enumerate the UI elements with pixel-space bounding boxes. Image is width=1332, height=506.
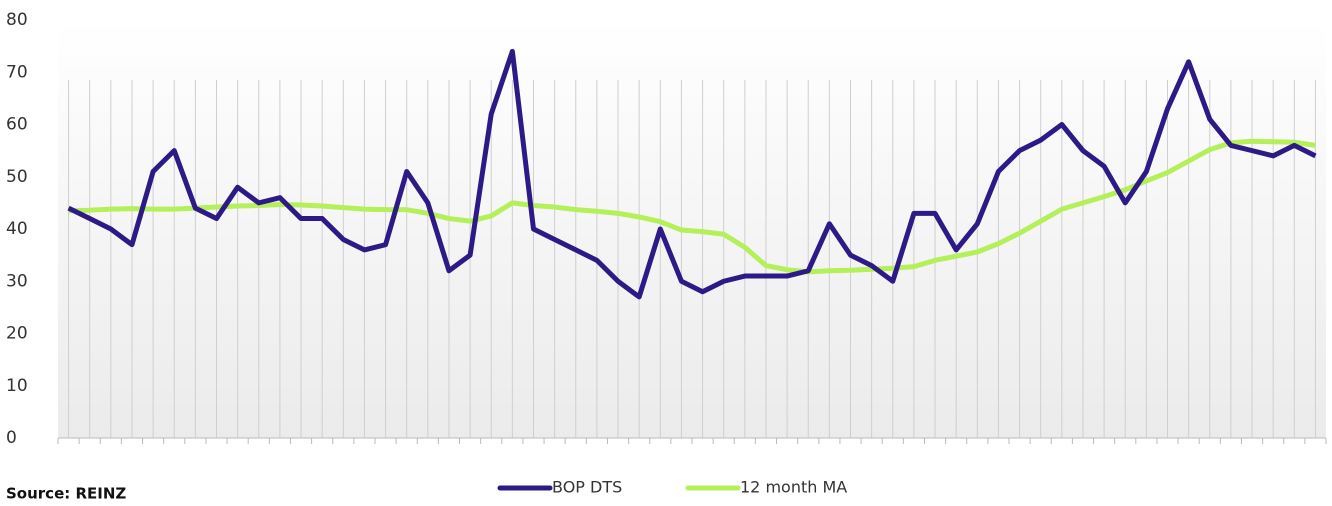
y-tick-label: 60 bbox=[6, 115, 28, 135]
y-tick-label: 10 bbox=[6, 376, 28, 396]
series-line bbox=[68, 138, 1316, 275]
source: Source: REINZ bbox=[6, 485, 126, 503]
y-tick-label: 50 bbox=[6, 167, 28, 187]
y-tick-label: 20 bbox=[6, 324, 28, 344]
y-tick-label: 80 bbox=[6, 10, 28, 30]
y-tick-label: 40 bbox=[6, 219, 28, 239]
y-tick-label: 0 bbox=[6, 428, 17, 448]
y-tick-label: 30 bbox=[6, 271, 28, 291]
legend-label: 12 month MA bbox=[740, 478, 847, 497]
legend-label: BOP DTS bbox=[552, 478, 622, 497]
y-tick-label: 70 bbox=[6, 62, 28, 82]
series-line bbox=[67, 48, 1317, 300]
